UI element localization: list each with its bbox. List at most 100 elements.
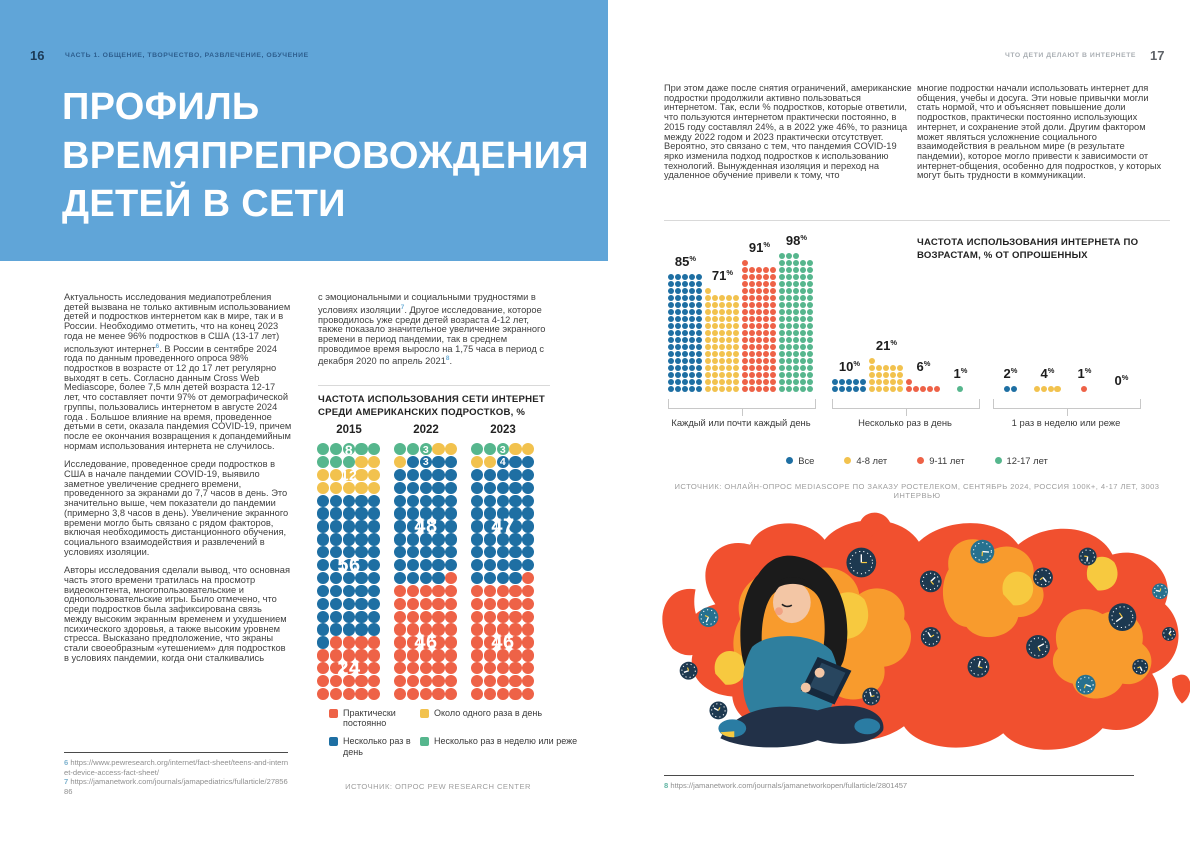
waffle-dot	[471, 649, 484, 662]
waffle-dot	[509, 571, 522, 585]
waffle-dot	[394, 584, 407, 598]
waffle-dot	[406, 597, 420, 610]
waffle-dot	[509, 597, 522, 610]
waffle-dot	[432, 623, 445, 636]
waffle-dot	[368, 687, 381, 701]
waffle-segment-value: 56	[337, 554, 361, 577]
footnote-marker: 7	[64, 777, 69, 787]
waffle-dot	[419, 649, 432, 662]
waffle-dot	[419, 687, 432, 701]
waffle-dot	[342, 597, 355, 610]
waffle-dot	[483, 520, 497, 533]
legend-label: 12-17 лет	[1006, 455, 1048, 466]
waffle-dot	[317, 662, 330, 675]
waffle-dot	[317, 687, 330, 701]
waffle-dot	[406, 443, 420, 456]
waffle-dot	[522, 662, 535, 675]
dot-bar-Все: 2%	[993, 365, 1028, 393]
waffle-dot	[483, 636, 497, 649]
waffle-dot	[355, 559, 368, 572]
waffle-segment-value: 4	[499, 456, 507, 469]
footnote: 8 https://jamanetwork.com/journals/jaman…	[664, 781, 1134, 791]
waffle-dot	[509, 468, 522, 482]
waffle-dot	[471, 455, 484, 469]
waffle-dot	[419, 675, 432, 688]
waffle-column-2022: 2022 3 3 48 46	[394, 424, 458, 701]
waffle-segment-value: 24	[337, 657, 361, 680]
dot-bar-9-11 лет: 6%	[906, 358, 941, 393]
bar-value-label: 1%	[1077, 366, 1092, 381]
waffle-segment-value: 46	[414, 631, 438, 654]
waffle-dot	[471, 494, 484, 507]
waffle-dot	[329, 546, 343, 559]
footnote-divider	[64, 752, 288, 753]
waffle-dot	[368, 546, 381, 559]
waffle-dot	[496, 481, 509, 494]
waffle-dot	[471, 597, 484, 610]
waffle-dot	[406, 520, 420, 533]
footnote-link[interactable]: https://jamanetwork.com/journals/jamanet…	[670, 781, 908, 790]
dot-bar-4-8 лет: 21%	[869, 337, 904, 393]
waffle-dot	[329, 559, 343, 572]
waffle-dot	[509, 559, 522, 572]
waffle-dot	[317, 597, 330, 610]
waffle-dot	[419, 636, 432, 649]
waffle-dot	[496, 662, 509, 675]
clock-icon	[1026, 634, 1050, 659]
bar-dots	[906, 379, 941, 393]
waffle-dot	[406, 455, 420, 469]
bar-value-label: 1%	[953, 366, 968, 381]
waffle-dot	[483, 468, 497, 482]
dot-bar-Все: 85%	[668, 253, 703, 393]
waffle-dot	[509, 494, 522, 507]
waffle-dot	[406, 507, 420, 520]
waffle-dot	[342, 662, 355, 675]
page-title: ПРОФИЛЬ ВРЕМЯПРЕПРОВОЖДЕНИЯ ДЕТЕЙ В СЕТИ	[62, 83, 602, 229]
bar-dots	[957, 386, 964, 393]
waffle-dot	[394, 455, 407, 469]
waffle-segment-value: 3	[422, 443, 430, 456]
waffle-dot	[509, 507, 522, 520]
waffle-dot	[355, 662, 368, 675]
waffle-dot	[445, 533, 458, 546]
waffle-dot	[509, 481, 522, 494]
legend-swatch	[844, 457, 852, 464]
legend-label: Около одного раза в день	[434, 708, 543, 718]
waffle-dot	[329, 610, 343, 623]
waffle-dot	[496, 533, 509, 546]
legend-swatch	[329, 737, 338, 747]
clock-icon	[709, 701, 728, 720]
waffle-dot	[522, 597, 535, 610]
waffle-dot	[355, 623, 368, 636]
waffle-dot	[509, 687, 522, 701]
waffle-dot	[522, 623, 535, 636]
footnote-link[interactable]: https://www.pewresearch.org/internet/fac…	[64, 758, 289, 777]
waffle-dot	[509, 533, 522, 546]
footnote-ref[interactable]: 6	[155, 342, 160, 350]
waffle-dot	[355, 443, 368, 456]
footnote-link[interactable]: https://jamanetwork.com/journals/jamaped…	[64, 777, 288, 796]
group-label: Каждый или почти каждый день	[671, 417, 811, 428]
waffle-dot	[509, 546, 522, 559]
waffle-dot	[509, 584, 522, 598]
waffle-dot	[445, 623, 458, 636]
dot-bar-12-17 лет: 98%	[779, 232, 814, 393]
waffle-dot	[355, 533, 368, 546]
waffle-dot	[419, 662, 432, 675]
waffle-dot	[471, 546, 484, 559]
waffle-dot	[368, 455, 381, 469]
legend-label: Несколько раз в неделю или реже	[434, 736, 578, 747]
footnote-ref[interactable]: 8	[445, 355, 450, 363]
page-number-right: 17	[1150, 48, 1165, 63]
waffle-dot	[522, 559, 535, 572]
waffle-dot	[522, 481, 535, 494]
waffle-dot	[496, 675, 509, 688]
footnote-ref[interactable]: 7	[400, 303, 405, 311]
waffle-dot	[368, 662, 381, 675]
clock-icon	[919, 570, 942, 593]
waffle-dot	[317, 520, 330, 533]
waffle-dot	[355, 494, 368, 507]
waffle-dot	[509, 455, 522, 469]
waffle-dot	[496, 623, 509, 636]
waffle-dot	[394, 649, 407, 662]
